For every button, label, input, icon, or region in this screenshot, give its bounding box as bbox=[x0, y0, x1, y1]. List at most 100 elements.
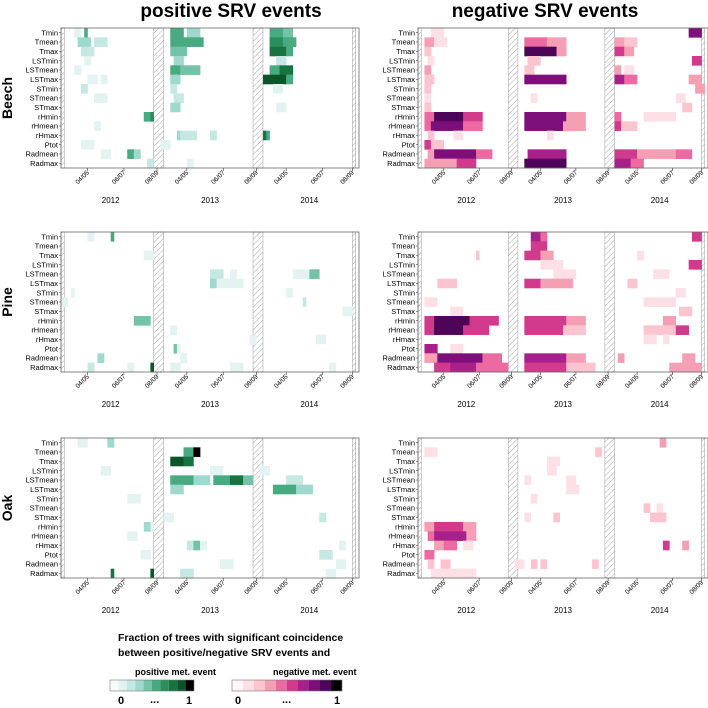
season-gap bbox=[604, 231, 615, 373]
season-gap bbox=[507, 231, 519, 373]
heat-cell bbox=[427, 149, 435, 159]
heat-cell bbox=[614, 112, 622, 122]
x-tick-label: 08/09 bbox=[498, 579, 515, 596]
x-tick-label: 06/07 bbox=[660, 373, 677, 390]
legend-neg-min: 0 bbox=[235, 695, 241, 707]
heat-cell bbox=[193, 475, 211, 485]
heat-cell bbox=[566, 353, 586, 363]
year-label: 2014 bbox=[651, 400, 669, 409]
colorbar-frame bbox=[231, 679, 343, 692]
heat-cell bbox=[456, 158, 477, 169]
heat-cell bbox=[440, 559, 451, 569]
heat-cell bbox=[213, 475, 231, 485]
variable-label: STmean bbox=[387, 504, 415, 513]
x-tick-label: 06/07 bbox=[466, 169, 483, 186]
x-tick-label: 06/07 bbox=[660, 169, 677, 186]
variable-label: STmin bbox=[36, 288, 58, 297]
heatmap-panels: TminTmeanTmaxLSTminLSTmeanLSTmaxSTminSTm… bbox=[0, 27, 708, 615]
heat-cell bbox=[424, 297, 438, 307]
x-tick-label: 04/05 bbox=[74, 373, 91, 390]
heat-cell bbox=[427, 559, 435, 569]
variable-label: rHmean bbox=[31, 532, 58, 541]
heat-cell bbox=[229, 475, 244, 485]
variable-label: Tmin bbox=[41, 232, 58, 241]
variable-label: rHmin bbox=[38, 522, 58, 531]
heat-cell bbox=[160, 140, 171, 150]
variable-label: LSTmean bbox=[25, 270, 58, 279]
heat-cell bbox=[342, 306, 353, 317]
heat-cell bbox=[127, 531, 138, 541]
variable-label: STmean bbox=[30, 298, 58, 307]
x-tick-label: 06/07 bbox=[660, 579, 677, 596]
heat-cell bbox=[434, 531, 467, 541]
variable-label: STmin bbox=[36, 84, 58, 93]
heat-cell bbox=[614, 149, 638, 159]
x-tick-label: 08/09 bbox=[689, 169, 706, 186]
heat-cell bbox=[530, 93, 538, 103]
heat-cell bbox=[84, 28, 88, 38]
heat-cell bbox=[229, 362, 244, 373]
panel-background bbox=[61, 232, 359, 372]
heat-cell bbox=[540, 250, 554, 261]
heat-cell bbox=[524, 112, 567, 122]
heat-cell bbox=[269, 37, 284, 47]
x-tick-label: 08/09 bbox=[498, 169, 515, 186]
colorbar-swatch bbox=[118, 680, 127, 691]
heat-cell bbox=[173, 93, 184, 103]
season-gap bbox=[352, 231, 356, 373]
colorbar-swatch bbox=[298, 680, 309, 691]
heat-cell bbox=[424, 344, 438, 354]
heat-cell bbox=[695, 84, 706, 94]
heat-cell bbox=[424, 74, 435, 85]
x-tick-label: 06/07 bbox=[310, 169, 327, 186]
variable-label: rHmean bbox=[388, 532, 415, 541]
heat-cell bbox=[434, 149, 477, 159]
x-tick-label: 08/09 bbox=[595, 579, 612, 596]
heat-cell bbox=[269, 65, 280, 75]
variable-label: Radmax bbox=[387, 159, 415, 168]
variable-label: LSTmean bbox=[382, 476, 415, 485]
heat-cell bbox=[653, 269, 670, 279]
heat-cell bbox=[530, 559, 538, 569]
heat-cell bbox=[434, 112, 464, 122]
colorbar-swatch bbox=[287, 680, 298, 691]
variable-label: rHmean bbox=[31, 326, 58, 335]
heat-cell bbox=[476, 149, 493, 159]
x-tick-label: 08/09 bbox=[243, 169, 260, 186]
colorbar-swatch bbox=[135, 680, 144, 691]
season-gap bbox=[352, 437, 356, 579]
heat-cell bbox=[566, 316, 586, 326]
heat-cell bbox=[176, 344, 181, 354]
heat-cell bbox=[282, 28, 294, 38]
heat-cell bbox=[259, 466, 270, 476]
variable-label: Tmin bbox=[398, 28, 415, 37]
heat-cell bbox=[186, 158, 194, 169]
variable-label: Radmax bbox=[30, 569, 58, 578]
legend-title-line1: Fraction of trees with significant coinc… bbox=[118, 632, 343, 644]
heat-cell bbox=[524, 316, 567, 326]
heat-cell bbox=[424, 46, 432, 57]
x-tick-label: 06/07 bbox=[111, 579, 128, 596]
season-gap bbox=[507, 437, 519, 579]
year-label: 2013 bbox=[554, 196, 572, 205]
panel-beech-positive: TminTmeanTmaxLSTminLSTmeanLSTmaxSTminSTm… bbox=[0, 27, 360, 205]
heat-cell bbox=[339, 540, 347, 551]
heat-cell bbox=[110, 568, 115, 579]
positive-colorbar bbox=[109, 679, 195, 692]
heat-cell bbox=[262, 74, 287, 85]
variable-label: Radmax bbox=[387, 569, 415, 578]
heat-cell bbox=[430, 568, 457, 579]
colorbar-swatch bbox=[185, 680, 194, 691]
heat-cell bbox=[140, 550, 151, 560]
x-tick-label: 04/05 bbox=[174, 579, 191, 596]
heat-cell bbox=[566, 484, 580, 495]
heat-cell bbox=[553, 269, 577, 279]
x-tick-label: 04/05 bbox=[273, 169, 290, 186]
heat-cell bbox=[210, 130, 217, 141]
heat-cell bbox=[424, 550, 435, 560]
heat-cell bbox=[133, 149, 141, 159]
year-label: 2014 bbox=[300, 400, 318, 409]
year-label: 2012 bbox=[457, 400, 475, 409]
x-tick-label: 06/07 bbox=[563, 373, 580, 390]
variable-label: LSTmax bbox=[30, 279, 58, 288]
